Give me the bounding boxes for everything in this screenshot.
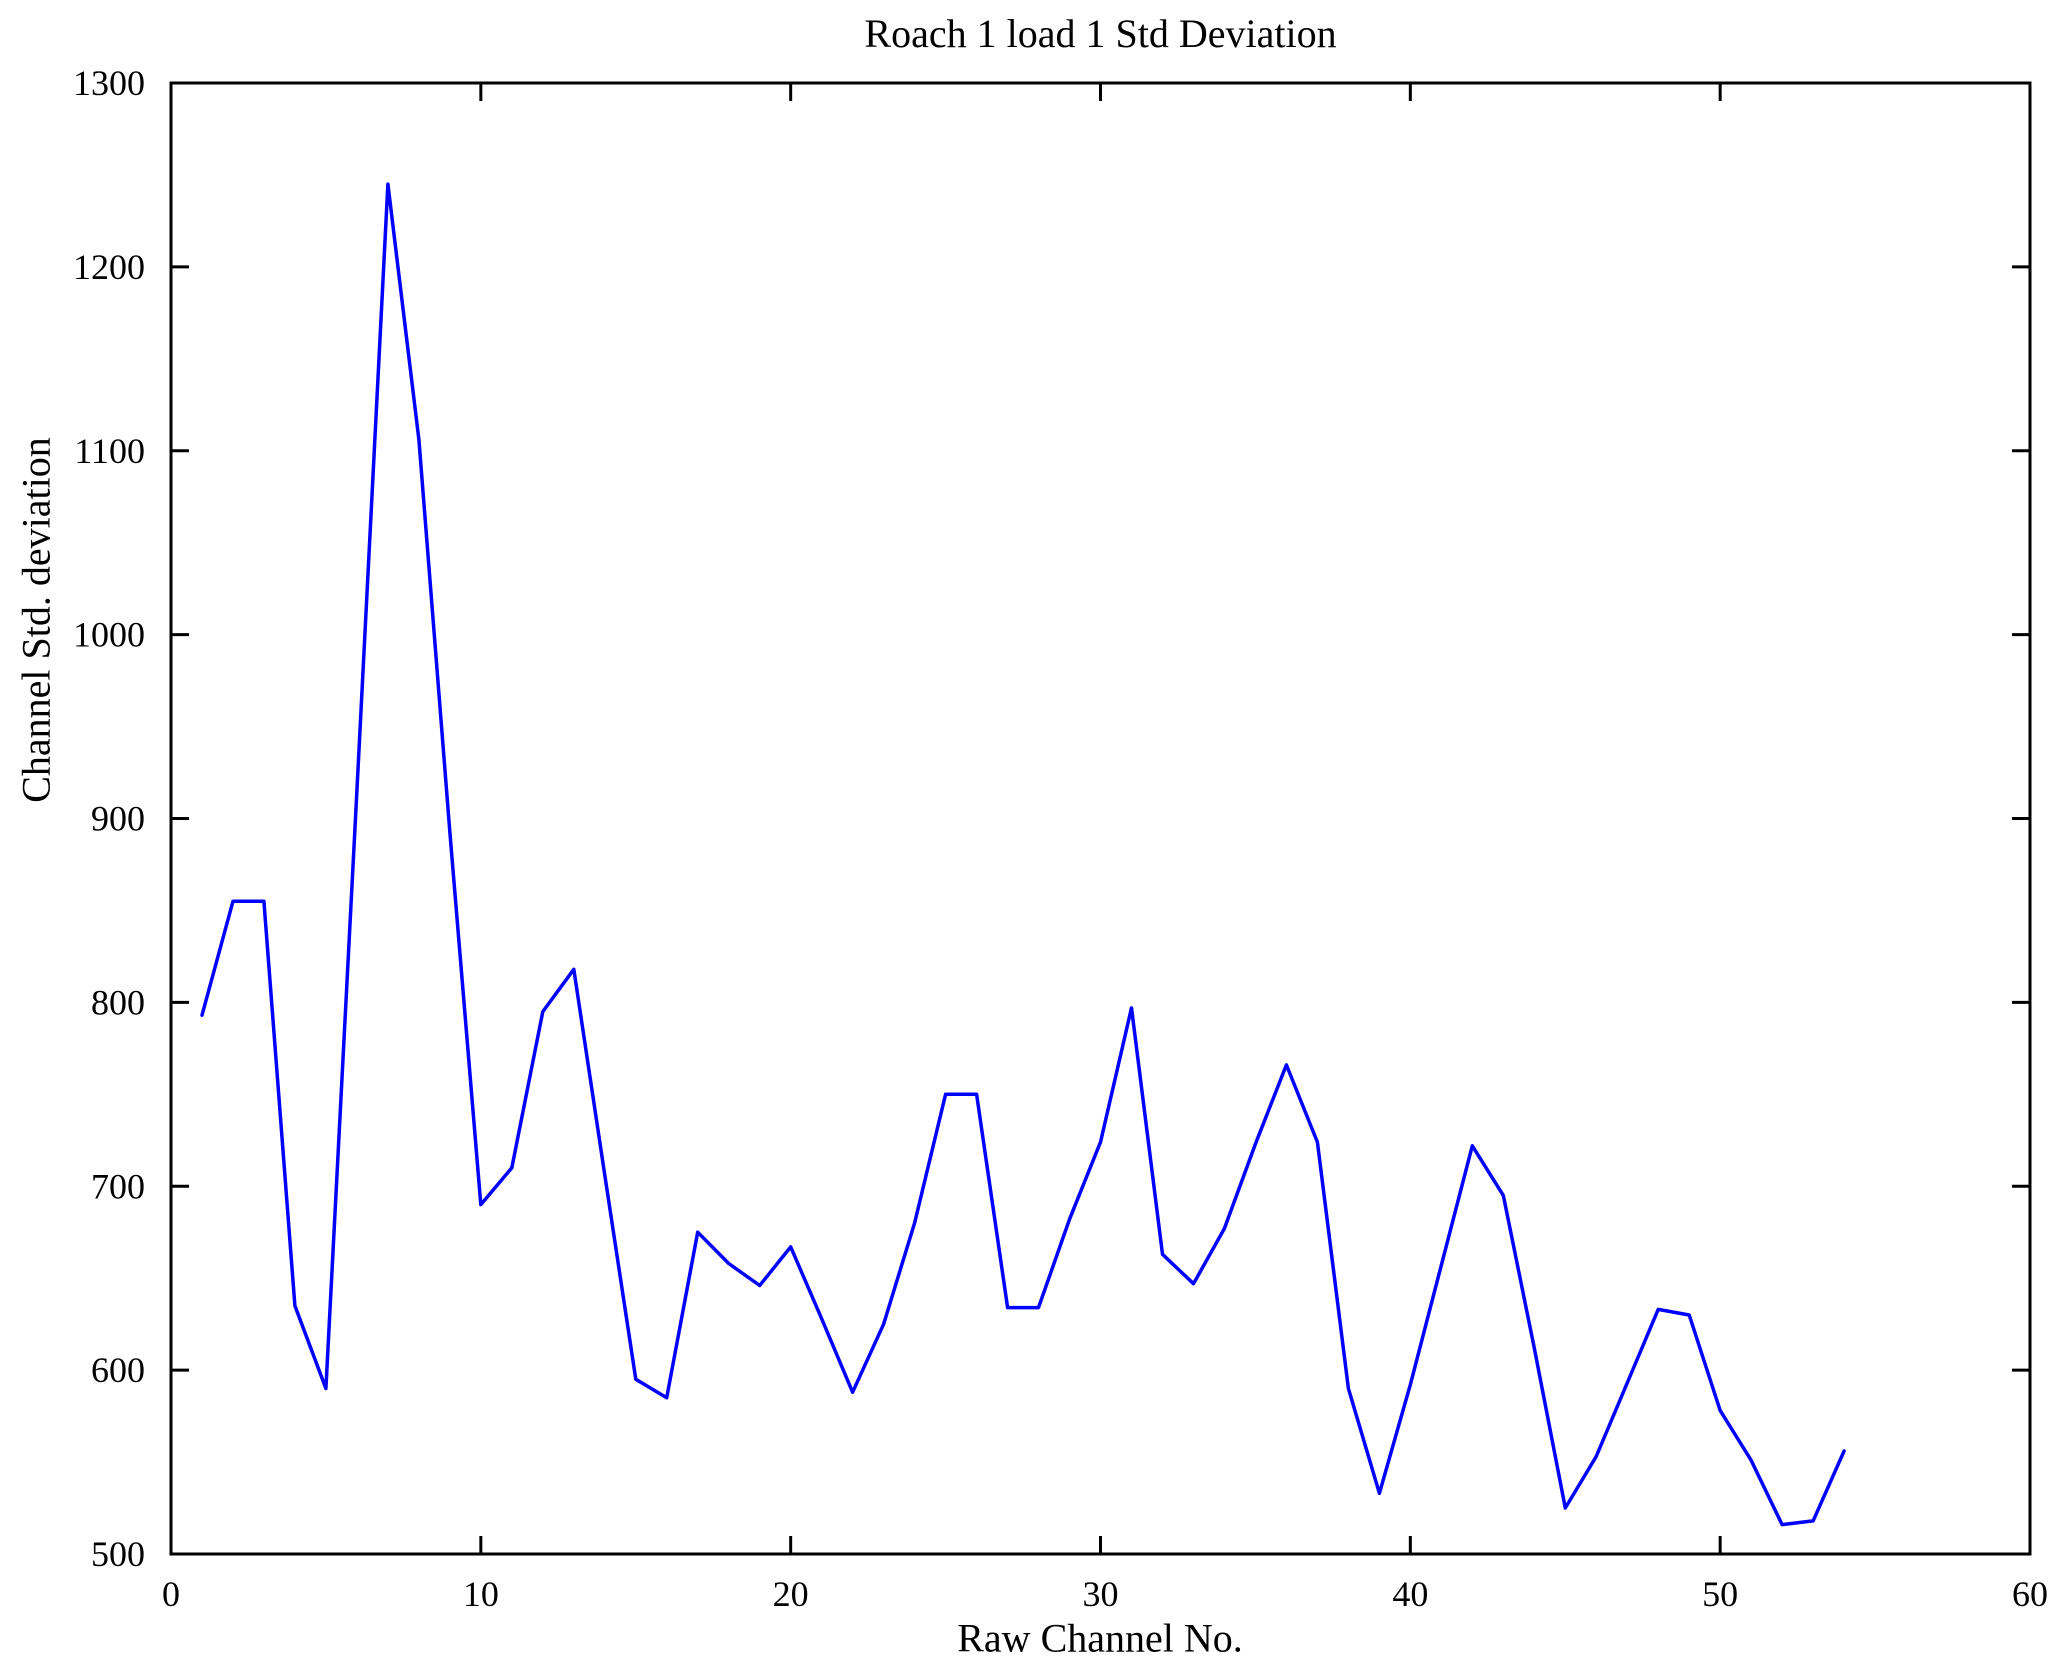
y-tick-label: 800 [91,982,145,1022]
x-tick-label: 0 [162,1574,180,1614]
chart-title: Roach 1 load 1 Std Deviation [864,11,1337,56]
y-tick-label: 900 [91,799,145,839]
x-axis-label: Raw Channel No. [957,1615,1243,1661]
y-tick-label: 1300 [73,63,145,103]
x-tick-label: 40 [1392,1574,1428,1614]
y-tick-label: 700 [91,1166,145,1206]
x-tick-label: 60 [2012,1574,2048,1614]
data-line [200,182,1846,1527]
y-tick-label: 600 [91,1350,145,1390]
x-tick-label: 10 [463,1574,499,1614]
y-tick-label: 1000 [73,615,145,655]
x-tick-label: 20 [773,1574,809,1614]
x-tick-label: 30 [1083,1574,1119,1614]
y-tick-label: 500 [91,1534,145,1574]
y-tick-label: 1100 [74,431,145,471]
y-tick-label: 1200 [73,247,145,287]
x-tick-label: 50 [1702,1574,1738,1614]
